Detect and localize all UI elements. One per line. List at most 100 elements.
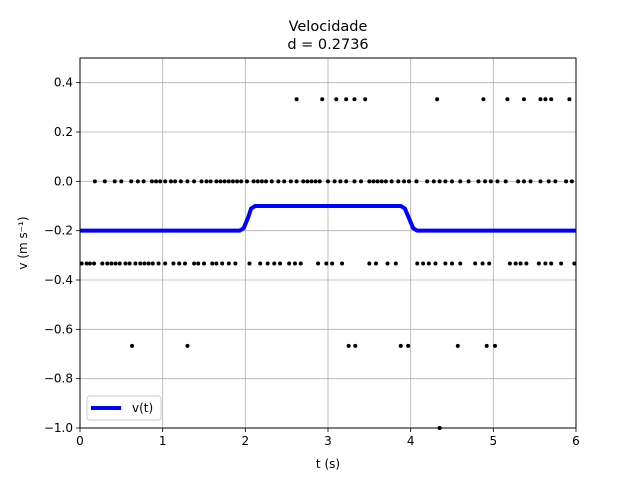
scatter-point <box>117 261 122 266</box>
scatter-point <box>202 261 206 266</box>
y-tick-label: −0.4 <box>44 273 73 287</box>
scatter-point <box>154 179 159 184</box>
scatter-point <box>301 179 306 184</box>
scatter-point <box>455 343 460 348</box>
scatter-point <box>559 261 564 266</box>
scatter-point <box>320 97 325 102</box>
scatter-point <box>113 261 118 266</box>
scatter-point <box>326 179 330 184</box>
scatter-point <box>317 179 322 184</box>
scatter-point <box>505 97 510 102</box>
scatter-point <box>92 179 97 184</box>
y-axis-label: v (m s⁻¹) <box>16 216 30 269</box>
scatter-point <box>185 343 190 348</box>
scatter-point <box>513 261 518 266</box>
scatter-point <box>264 179 268 184</box>
scatter-point <box>294 179 299 184</box>
scatter-point <box>521 97 526 102</box>
scatter-point <box>443 179 448 184</box>
scatter-point <box>218 179 223 184</box>
scatter-point <box>269 179 274 184</box>
scatter-point <box>549 261 554 266</box>
scatter-point <box>316 261 321 266</box>
scatter-point <box>543 261 548 266</box>
scatter-point <box>258 261 263 266</box>
scatter-point <box>182 261 187 266</box>
scatter-point <box>142 261 147 266</box>
scatter-point <box>433 261 438 266</box>
scatter-point <box>130 343 135 348</box>
y-axis-ticks: −1.0 −0.8 −0.6 −0.4 −0.2 0.0 0.2 0.4 <box>44 76 80 435</box>
scatter-point <box>507 261 512 266</box>
scatter-point <box>79 261 84 266</box>
scatter-point <box>192 179 197 184</box>
scatter-point <box>398 343 403 348</box>
legend: v(t) <box>86 395 162 421</box>
scatter-point <box>251 179 256 184</box>
scatter-point <box>177 261 182 266</box>
scatter-point <box>567 97 572 102</box>
scatter-point <box>171 261 176 266</box>
scatter-point <box>239 179 244 184</box>
scatter-point <box>450 261 454 266</box>
scatter-point <box>458 179 463 184</box>
scatter-point <box>487 261 492 266</box>
scatter-point <box>168 179 173 184</box>
scatter-point <box>192 261 197 266</box>
scatter-point <box>396 179 401 184</box>
scatter-point <box>536 261 541 266</box>
scatter-point <box>112 179 117 184</box>
scatter-point <box>421 261 426 266</box>
scatter-point <box>340 261 345 266</box>
y-tick-label: −0.2 <box>44 224 73 238</box>
scatter-point <box>458 261 463 266</box>
scatter-point <box>287 261 292 266</box>
chart-subtitle: d = 0.2736 <box>287 37 368 53</box>
scatter-point <box>185 179 190 184</box>
x-axis-label: t (s) <box>316 457 340 471</box>
v-t-line <box>80 204 576 233</box>
scatter-point <box>425 179 430 184</box>
scatter-point <box>100 261 105 266</box>
scatter-point <box>359 179 364 184</box>
scatter-point <box>196 261 201 266</box>
scatter-point <box>466 179 471 184</box>
scatter-point <box>484 343 489 348</box>
scatter-point <box>538 97 543 102</box>
scatter-point <box>344 97 349 102</box>
scatter-point <box>521 179 526 184</box>
scatter-point <box>133 261 138 266</box>
scatter-point <box>150 261 155 266</box>
scatter-series <box>79 97 577 430</box>
scatter-point <box>127 261 132 266</box>
scatter-point <box>149 179 154 184</box>
x-tick-label: 5 <box>490 434 498 448</box>
scatter-point <box>214 261 219 266</box>
scatter-point <box>435 97 440 102</box>
legend-label-v-t: v(t) <box>132 401 153 415</box>
x-axis-ticks: 0 1 2 3 4 5 6 <box>76 428 580 448</box>
scatter-point <box>288 179 293 184</box>
scatter-point <box>305 179 310 184</box>
scatter-point <box>109 261 114 266</box>
scatter-point <box>226 179 231 184</box>
scatter-point <box>230 179 235 184</box>
scatter-point <box>564 179 569 184</box>
scatter-point <box>476 179 481 184</box>
scatter-point <box>528 179 533 184</box>
scatter-point <box>309 179 314 184</box>
scatter-point <box>282 179 287 184</box>
scatter-point <box>272 261 277 266</box>
x-tick-label: 1 <box>159 434 167 448</box>
scatter-point <box>503 179 508 184</box>
y-tick-label: 0.4 <box>54 76 73 90</box>
scatter-point <box>255 179 260 184</box>
x-tick-label: 6 <box>572 434 580 448</box>
scatter-point <box>334 97 339 102</box>
scatter-point <box>426 261 431 266</box>
scatter-point <box>383 179 388 184</box>
scatter-point <box>102 179 107 184</box>
scatter-point <box>146 261 151 266</box>
scatter-point <box>450 179 454 184</box>
scatter-point <box>375 179 380 184</box>
